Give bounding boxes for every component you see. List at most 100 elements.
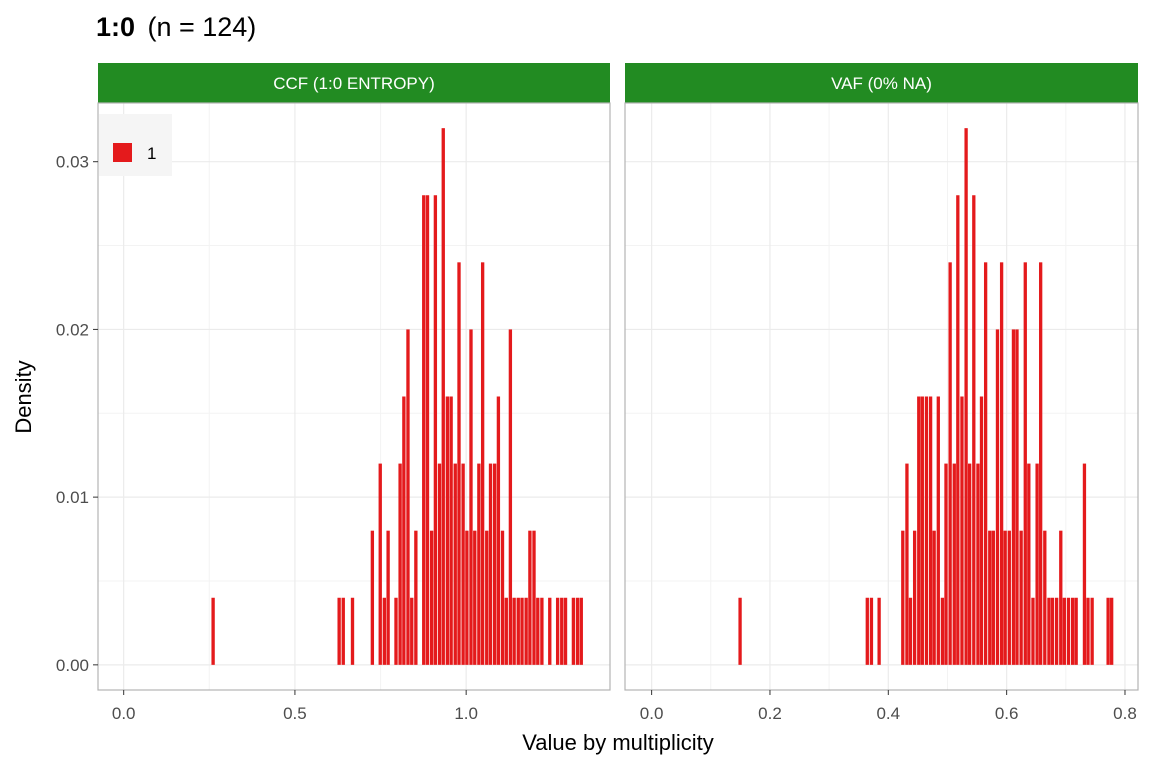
histogram-bar bbox=[524, 597, 528, 665]
x-tick-label: 0.0 bbox=[640, 704, 664, 723]
histogram-bar bbox=[429, 530, 434, 665]
histogram-bar bbox=[1035, 463, 1039, 665]
x-axis-title: Value by multiplicity bbox=[522, 730, 714, 755]
x-tick-label: 0.2 bbox=[758, 704, 782, 723]
chart-title-bold: 1:0 bbox=[96, 12, 135, 42]
histogram-bar bbox=[516, 597, 520, 665]
histogram-bar bbox=[1031, 597, 1035, 665]
histogram-bar bbox=[1011, 329, 1016, 665]
histogram-bar bbox=[508, 329, 513, 665]
x-tick-label: 0.0 bbox=[112, 704, 136, 723]
histogram-bar bbox=[1027, 463, 1031, 665]
histogram-bar bbox=[932, 530, 936, 665]
histogram-bar bbox=[1015, 329, 1019, 665]
histogram-bar bbox=[979, 396, 984, 665]
histogram-bar bbox=[976, 463, 980, 665]
histogram-bar bbox=[738, 597, 742, 665]
histogram-bar bbox=[912, 530, 917, 665]
histogram-bar bbox=[410, 597, 414, 665]
histogram-bar bbox=[924, 396, 929, 665]
legend-label: 1 bbox=[147, 144, 156, 163]
facet-panel-1: CCF (1:0 ENTROPY) 0.0 0.5 1.0 0.00 0.01 0.02 0.… bbox=[56, 63, 611, 723]
histogram-bar bbox=[968, 463, 972, 665]
histogram-bar bbox=[512, 597, 516, 665]
histogram-bar bbox=[496, 396, 501, 665]
histogram-bar bbox=[1047, 597, 1051, 665]
histogram-bar bbox=[548, 597, 552, 665]
histogram-bar bbox=[386, 530, 390, 665]
histogram-bar bbox=[983, 262, 988, 665]
histogram-bar bbox=[1090, 597, 1094, 665]
panel-border bbox=[624, 102, 1139, 691]
x-tick-label: 0.6 bbox=[995, 704, 1019, 723]
histogram-bar bbox=[453, 463, 457, 665]
histogram-bar bbox=[956, 195, 960, 665]
histogram-bar bbox=[469, 329, 473, 665]
histogram-bar bbox=[394, 597, 398, 665]
chart-title: 1:0 (n = 124) bbox=[96, 12, 256, 42]
histogram-bar bbox=[422, 195, 426, 665]
panel-border bbox=[97, 102, 611, 691]
histogram-bar bbox=[948, 262, 952, 665]
y-axis-title: Density bbox=[11, 360, 36, 433]
histogram-bar bbox=[869, 597, 874, 665]
histogram-bar bbox=[877, 597, 881, 665]
histogram-bar bbox=[370, 530, 375, 665]
histogram-bar bbox=[563, 597, 568, 665]
histogram-bar bbox=[905, 463, 909, 665]
histogram-bar bbox=[865, 597, 869, 665]
histogram-bar bbox=[991, 530, 995, 665]
histogram-bar bbox=[995, 329, 1000, 665]
histogram-bar bbox=[382, 597, 387, 665]
histogram-bar bbox=[465, 530, 469, 665]
histogram-bar bbox=[972, 195, 976, 665]
histogram-bar bbox=[449, 396, 453, 665]
histogram-bar bbox=[1086, 597, 1090, 665]
histogram-bar bbox=[433, 195, 438, 665]
chart-title-rest: (n = 124) bbox=[147, 12, 256, 42]
histogram-bar bbox=[520, 597, 524, 665]
histogram-bar bbox=[488, 463, 493, 665]
histogram-bar bbox=[952, 463, 956, 665]
histogram-bar bbox=[960, 396, 964, 665]
facet-strip bbox=[98, 63, 610, 103]
histogram-bar bbox=[445, 396, 450, 665]
histogram-bar bbox=[1023, 262, 1027, 665]
histogram-bar bbox=[908, 597, 913, 665]
histogram-bar bbox=[944, 463, 948, 665]
histogram-bar bbox=[988, 530, 992, 665]
histogram-bar bbox=[940, 597, 945, 665]
histogram-bar bbox=[500, 530, 505, 665]
histogram-bar bbox=[378, 463, 382, 665]
histogram-bar bbox=[473, 530, 477, 665]
histogram-bar bbox=[536, 597, 540, 665]
histogram-bar bbox=[1082, 463, 1087, 665]
histogram-bar bbox=[457, 262, 461, 665]
histogram-bar bbox=[1074, 597, 1078, 665]
histogram-bar bbox=[540, 597, 544, 665]
histogram-bar bbox=[492, 463, 497, 665]
histogram-bar bbox=[920, 396, 924, 665]
histogram-bar bbox=[406, 329, 410, 665]
legend-key bbox=[113, 143, 132, 162]
facet-panel-2: VAF (0% NA) 0.0 0.2 0.4 0.6 0.8 bbox=[624, 63, 1139, 723]
histogram-bar bbox=[1106, 597, 1110, 665]
x-tick-label: 1.0 bbox=[454, 704, 478, 723]
y-tick-label: 0.00 bbox=[56, 656, 89, 675]
histogram-bar bbox=[528, 530, 532, 665]
facet-strip-label: VAF (0% NA) bbox=[831, 74, 932, 93]
histogram-bar bbox=[341, 597, 345, 665]
x-tick-label: 0.8 bbox=[1113, 704, 1137, 723]
histogram-bar bbox=[571, 597, 576, 665]
facet-strip bbox=[625, 63, 1138, 103]
y-tick-label: 0.01 bbox=[56, 488, 89, 507]
y-tick-label: 0.02 bbox=[56, 320, 89, 339]
histogram-bar bbox=[1062, 597, 1066, 665]
histogram-bar bbox=[1003, 530, 1007, 665]
histogram-bar bbox=[917, 396, 921, 665]
histogram-bar bbox=[1039, 262, 1043, 665]
histogram-bar bbox=[485, 530, 489, 665]
histogram-bar bbox=[461, 463, 465, 665]
histogram-bar bbox=[1070, 597, 1075, 665]
